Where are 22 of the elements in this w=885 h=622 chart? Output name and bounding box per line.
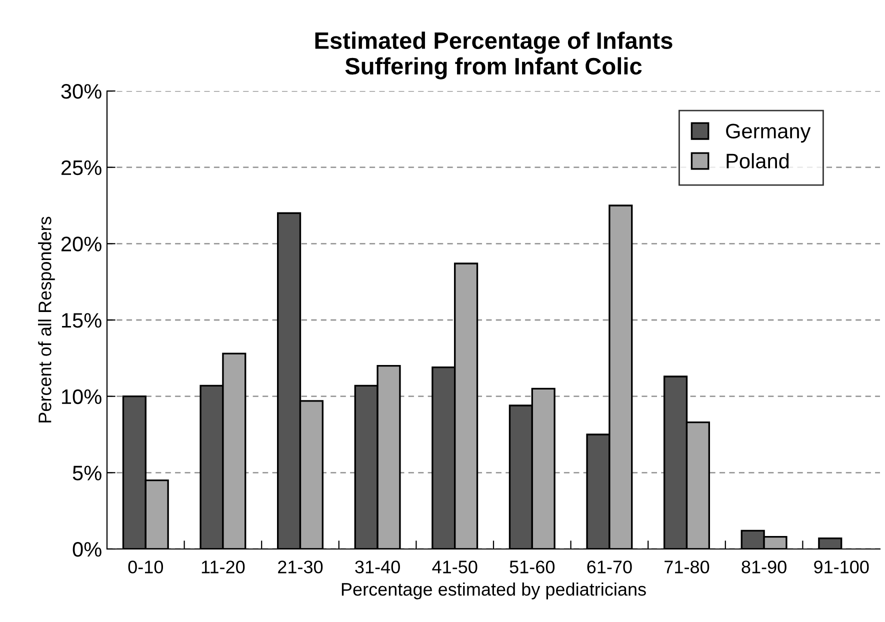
y-tick-label: 20% <box>61 236 102 252</box>
x-tick-label: 51-60 <box>510 560 555 574</box>
y-tick-label: 30% <box>61 84 102 99</box>
y-tick-label: 5% <box>72 466 102 480</box>
x-tick-label: 41-50 <box>432 560 478 574</box>
x-tick-label: 31-40 <box>355 560 400 574</box>
x-tick-label: 11-20 <box>202 560 245 574</box>
chart-title: Estimated Percentage of Infants Suffering from Infant Colic <box>315 32 672 80</box>
x-tick-label: 91-100 <box>814 560 869 574</box>
x-tick-label: 81-90 <box>742 560 786 574</box>
x-tick-label: 61-70 <box>587 560 632 574</box>
x-tick-label: 71-80 <box>664 560 710 574</box>
y-axis-title: Percent of all Responders <box>38 216 55 422</box>
legend-label: Germany <box>726 124 811 143</box>
x-tick-label: 21-30 <box>278 560 323 574</box>
y-tick-label: 25% <box>61 160 102 176</box>
y-tick-label: 0% <box>72 542 102 557</box>
x-tick-label: 0-10 <box>128 560 164 574</box>
y-tick-label: 10% <box>62 389 102 404</box>
x-axis-title: Percentage estimated by pediatricians <box>342 582 646 600</box>
legend-label: Poland <box>726 153 789 168</box>
y-tick-label: 15% <box>62 313 102 328</box>
